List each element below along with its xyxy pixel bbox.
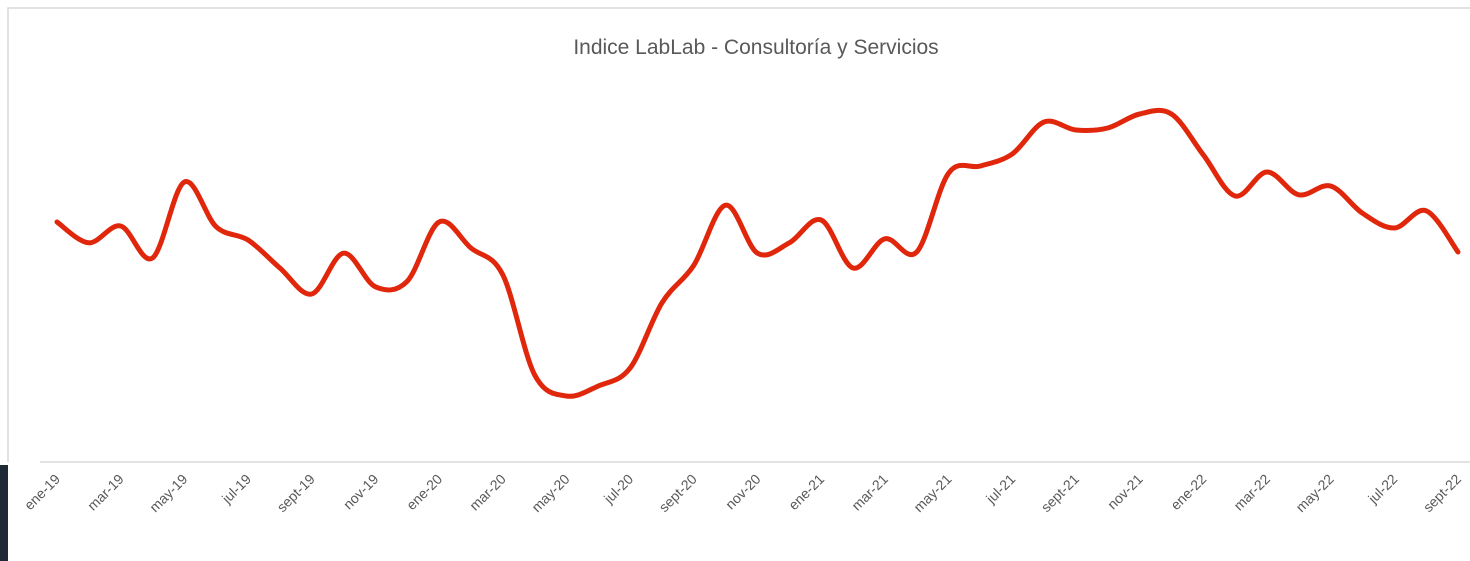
chart-frame [7, 7, 1470, 462]
chart-title: Indice LabLab - Consultoría y Servicios [573, 36, 938, 59]
line-series [54, 107, 1461, 399]
side-bar [0, 465, 8, 561]
